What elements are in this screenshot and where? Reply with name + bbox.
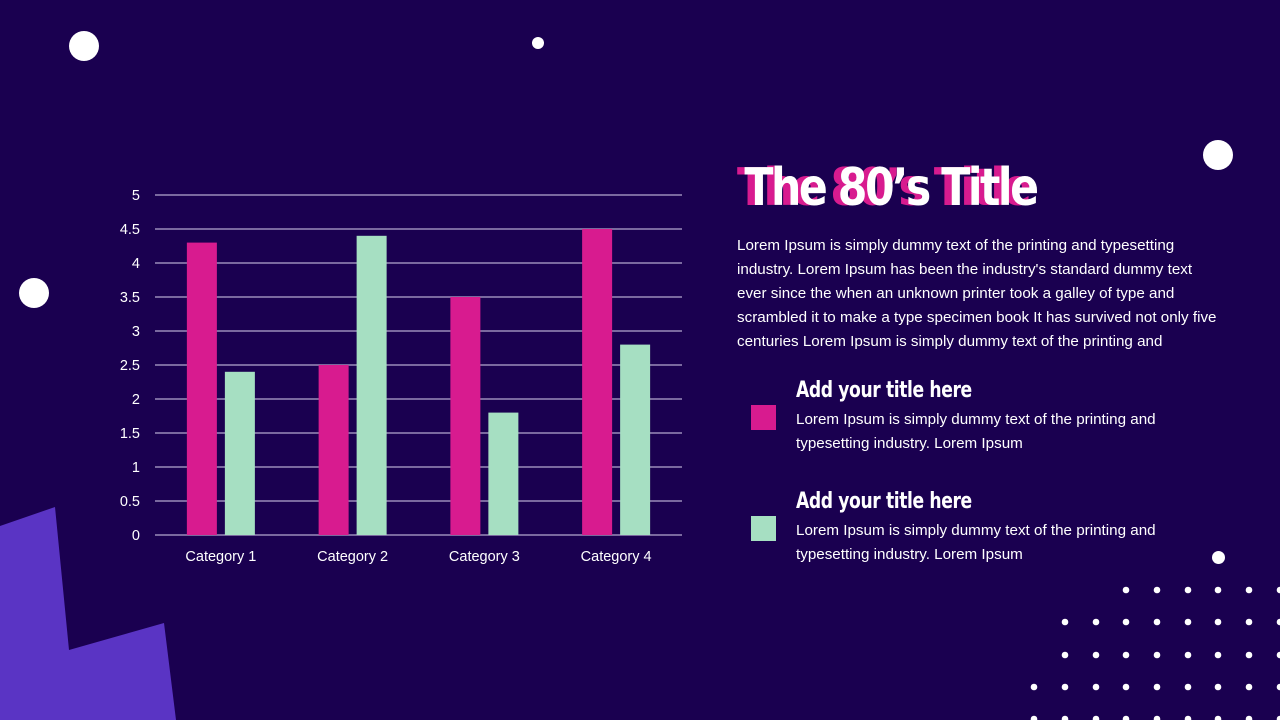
grid-dot <box>1061 683 1069 691</box>
grid-dot <box>1153 715 1161 720</box>
legend-swatch-mint <box>751 516 776 541</box>
grid-dot <box>1184 651 1192 659</box>
grid-dot <box>1184 586 1192 594</box>
x-tick-label: Category 3 <box>449 549 520 565</box>
grid-dot <box>1214 586 1222 594</box>
x-tick-label: Category 1 <box>185 549 256 565</box>
y-tick-label: 0 <box>132 528 140 544</box>
grid-dot <box>1092 651 1100 659</box>
legend-swatch-pink <box>751 405 776 430</box>
body-paragraph: Lorem Ipsum is simply dummy text of the … <box>737 237 1217 350</box>
legend-title: Add your title here <box>796 378 972 403</box>
decorative-circle <box>1212 551 1225 564</box>
grid-dot <box>1276 586 1280 594</box>
grid-dot <box>1030 715 1038 720</box>
decorative-circle <box>69 31 99 61</box>
title-shadow: The 80’s Title <box>737 158 1032 218</box>
title-text: The 80’s Title <box>744 158 1039 218</box>
bar <box>186 242 217 535</box>
grid-dot <box>1092 618 1100 626</box>
grid-dot <box>1122 683 1130 691</box>
legend-title: Add your title here <box>796 489 972 514</box>
grid-dot <box>1214 683 1222 691</box>
y-tick-label: 0.5 <box>120 494 140 510</box>
decorative-circle <box>532 37 544 49</box>
grid-dot <box>1153 586 1161 594</box>
bar <box>224 371 255 535</box>
bar <box>488 412 519 535</box>
grid-dot <box>1245 715 1253 720</box>
grid-dot <box>1030 683 1038 691</box>
grid-dot <box>1122 586 1130 594</box>
legend-text: Lorem Ipsum is simply dummy text of the … <box>796 411 1156 452</box>
bar <box>450 297 481 535</box>
y-tick-label: 3.5 <box>120 290 140 306</box>
grid-dot <box>1184 715 1192 720</box>
decorative-circle <box>1203 140 1233 170</box>
y-tick-label: 5 <box>132 188 140 204</box>
bar <box>318 365 349 535</box>
y-tick-label: 2.5 <box>120 358 140 374</box>
decorative-circle <box>19 278 49 308</box>
grid-dot <box>1245 651 1253 659</box>
grid-dot <box>1214 618 1222 626</box>
y-tick-label: 3 <box>132 324 140 340</box>
slide-title: The 80’s Title The 80’s Title <box>737 152 1039 224</box>
grid-dot <box>1122 618 1130 626</box>
x-tick-label: Category 4 <box>581 549 652 565</box>
grid-dot <box>1061 618 1069 626</box>
grid-dot <box>1214 715 1222 720</box>
bar-chart: 0 0.5 1 1.5 2 2.5 3 3.5 4 4.5 5 Category 1 Category … <box>120 188 682 565</box>
grid-dot <box>1276 715 1280 720</box>
bar <box>620 344 651 535</box>
grid-dot <box>1061 715 1069 720</box>
grid-dot <box>1092 683 1100 691</box>
y-tick-label: 4 <box>132 256 140 272</box>
grid-dot <box>1092 715 1100 720</box>
x-tick-label: Category 2 <box>317 549 388 565</box>
purple-polygon <box>0 507 176 720</box>
grid-dot <box>1184 683 1192 691</box>
grid-dot <box>1276 618 1280 626</box>
grid-dot <box>1245 586 1253 594</box>
legend-text: Lorem Ipsum is simply dummy text of the … <box>796 522 1156 563</box>
grid-dot <box>1276 651 1280 659</box>
y-tick-label: 4.5 <box>120 222 140 238</box>
bar <box>582 229 613 535</box>
y-tick-label: 1.5 <box>120 426 140 442</box>
grid-dot <box>1153 618 1161 626</box>
y-tick-label: 2 <box>132 392 140 408</box>
grid-dot <box>1245 618 1253 626</box>
grid-dot <box>1122 715 1130 720</box>
grid-dot <box>1153 683 1161 691</box>
grid-dot <box>1245 683 1253 691</box>
grid-dot <box>1214 651 1222 659</box>
grid-dot <box>1276 683 1280 691</box>
y-tick-label: 1 <box>132 460 140 476</box>
grid-dot <box>1184 618 1192 626</box>
grid-dot <box>1122 651 1130 659</box>
bar <box>356 235 387 536</box>
grid-dot <box>1153 651 1161 659</box>
grid-dot <box>1061 651 1069 659</box>
